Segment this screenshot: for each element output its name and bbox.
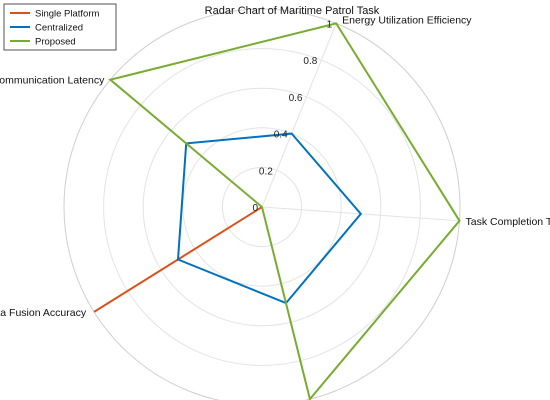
grid-ring — [103, 48, 421, 366]
legend: Single Platform Centralized Proposed — [3, 3, 117, 51]
legend-entry: Proposed — [35, 37, 76, 48]
series-line-single-platform — [93, 206, 263, 313]
grid-ring — [142, 87, 382, 327]
axis-label: Task Completion Time — [466, 216, 550, 228]
label-layer: 0 0.2 0.4 0.6 0.8 1 Energy Utilization Efficie… — [0, 14, 550, 319]
grid-ring — [221, 166, 303, 248]
axis-label: Data Fusion Accuracy — [0, 307, 87, 319]
grid-ring — [63, 8, 461, 400]
legend-entry: Centralized — [35, 23, 83, 34]
legend-entry: Single Platform — [35, 9, 100, 20]
series-line-centralized — [176, 132, 363, 305]
radial-tick-label: 0 — [252, 203, 258, 214]
grid-spoke — [261, 23, 337, 208]
grid-layer — [63, 8, 461, 400]
radial-tick-label: 0.4 — [274, 130, 288, 141]
radial-tick-label: 0.6 — [289, 93, 303, 104]
radial-tick-label: 0.2 — [259, 166, 273, 177]
series-line-proposed — [108, 22, 461, 400]
series-layer — [93, 22, 461, 400]
chart-title: Radar Chart of Maritime Patrol Task — [205, 5, 380, 17]
grid-ring — [182, 127, 342, 287]
axis-label: Energy Utilization Efficiency — [342, 14, 472, 26]
radial-tick-label: 0.8 — [303, 56, 317, 67]
radial-tick-label: 1 — [327, 19, 333, 30]
axis-label: Communication Latency — [0, 75, 105, 87]
